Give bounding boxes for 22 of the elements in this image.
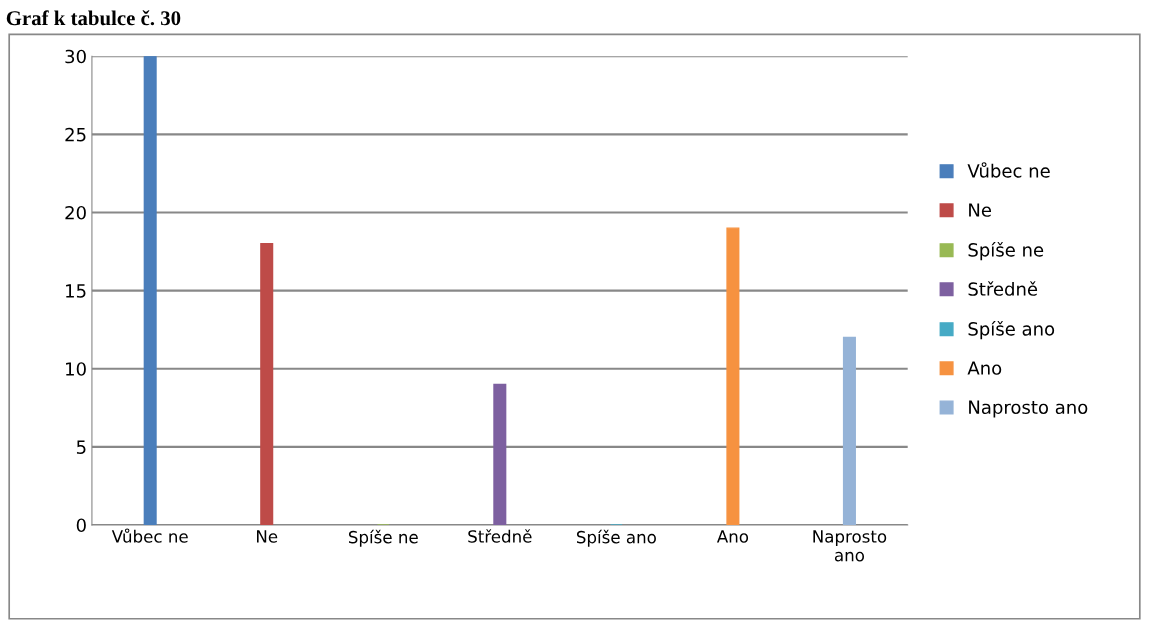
x-tick-label: Spíše ano: [576, 529, 656, 547]
x-tick-label: Ano: [716, 530, 749, 543]
y-tick-label: 25: [65, 127, 86, 142]
legend-label: Spíše ano: [968, 321, 1055, 340]
y-tick-label: 0: [76, 518, 86, 533]
chart-title: Graf k tabulce č. 30: [6, 10, 181, 26]
x-tick-label: Naprosto ano: [813, 530, 887, 562]
legend-label: Vůbec ne: [967, 162, 1050, 178]
x-tick-label: Ne: [257, 530, 278, 543]
x-tick-label: Středně: [468, 529, 532, 543]
legend-label: Ano: [967, 361, 1002, 375]
x-tick-label: Spíše ne: [348, 529, 418, 547]
y-tick-label: 5: [76, 440, 86, 454]
y-tick-label: 10: [66, 362, 86, 376]
y-tick-label: 15: [66, 284, 86, 298]
y-tick-label: 20: [65, 205, 86, 220]
legend-label: Středně: [968, 281, 1038, 296]
legend-label: Ne: [969, 203, 992, 217]
legend-label: Spíše ne: [968, 242, 1044, 261]
legend-label: Naprosto ano: [969, 400, 1088, 418]
y-tick-label: 30: [65, 49, 86, 64]
x-tick-label: Vůbec ne: [111, 528, 188, 543]
